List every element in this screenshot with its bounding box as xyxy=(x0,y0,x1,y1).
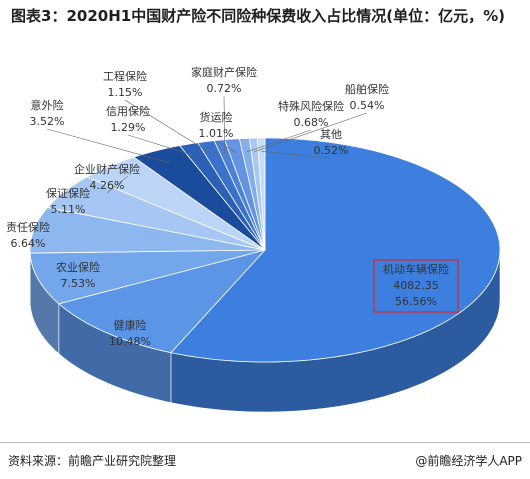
leader-line xyxy=(246,129,312,153)
value-label: 7.53% xyxy=(61,277,96,290)
slice-label: 机动车辆保险 xyxy=(383,262,449,276)
slice xyxy=(29,249,266,305)
leader-line xyxy=(106,176,128,194)
slice-label: 工程保险 xyxy=(103,69,147,83)
leader-line xyxy=(254,112,368,152)
slice-label: 家庭财产保险 xyxy=(191,65,257,79)
leader-line xyxy=(127,134,198,158)
value-label: 1.29% xyxy=(111,121,146,134)
leader-line xyxy=(215,140,237,153)
slice-label: 货运险 xyxy=(200,110,233,124)
slice xyxy=(132,145,266,251)
value-label: 0.72% xyxy=(207,82,242,95)
slice-label: 其他 xyxy=(320,128,342,141)
leader-line xyxy=(124,99,214,155)
slice-label: 船舶保险 xyxy=(345,82,389,96)
source-note: 资料来源：前瞻产业研究院整理 xyxy=(8,454,177,468)
slice xyxy=(57,249,267,354)
slice-label: 特殊风险保险 xyxy=(278,99,344,113)
value-label: 4.26% xyxy=(90,179,125,192)
value-label: 56.56% xyxy=(395,295,437,308)
value-label: 1.15% xyxy=(108,86,143,99)
value-label: 3.52% xyxy=(30,115,65,128)
slice xyxy=(256,137,266,251)
leader-line xyxy=(261,151,332,159)
slice-label: 保证保险 xyxy=(46,186,90,200)
chart: 机动车辆保险 4082.35 56.56% 健康险 10.48% 农业保险 7.53% 责任保… xyxy=(6,65,501,413)
value-label: 5.11% xyxy=(51,203,86,216)
slice-label: 责任保险 xyxy=(6,220,50,234)
slice xyxy=(46,176,266,251)
slice xyxy=(170,137,501,363)
slice-label: 农业保险 xyxy=(56,260,100,274)
value-label: 10.48% xyxy=(109,335,151,348)
slice-label: 企业财产保险 xyxy=(74,162,140,176)
slice-label: 健康险 xyxy=(114,318,147,332)
value-label: 6.64% xyxy=(11,237,46,250)
chart-title: 图表3：2020H1中国财产险不同险种保费收入占比情况(单位：亿元，%) xyxy=(11,7,505,25)
value-label: 0.68% xyxy=(294,116,329,129)
slice-label: 意外险 xyxy=(31,98,64,112)
slice xyxy=(85,156,266,251)
amount-label: 4082.35 xyxy=(393,279,439,292)
slice-label: 信用保险 xyxy=(106,104,150,118)
highlight-box xyxy=(373,259,459,313)
divider xyxy=(0,442,530,443)
value-label: 0.52% xyxy=(314,144,349,157)
leader-line xyxy=(223,95,226,154)
value-label: 0.54% xyxy=(350,99,385,112)
leader-line xyxy=(46,128,170,163)
value-label: 1.01% xyxy=(199,127,234,140)
slice xyxy=(29,207,266,254)
credit: @前瞻经济学人APP xyxy=(415,454,522,468)
